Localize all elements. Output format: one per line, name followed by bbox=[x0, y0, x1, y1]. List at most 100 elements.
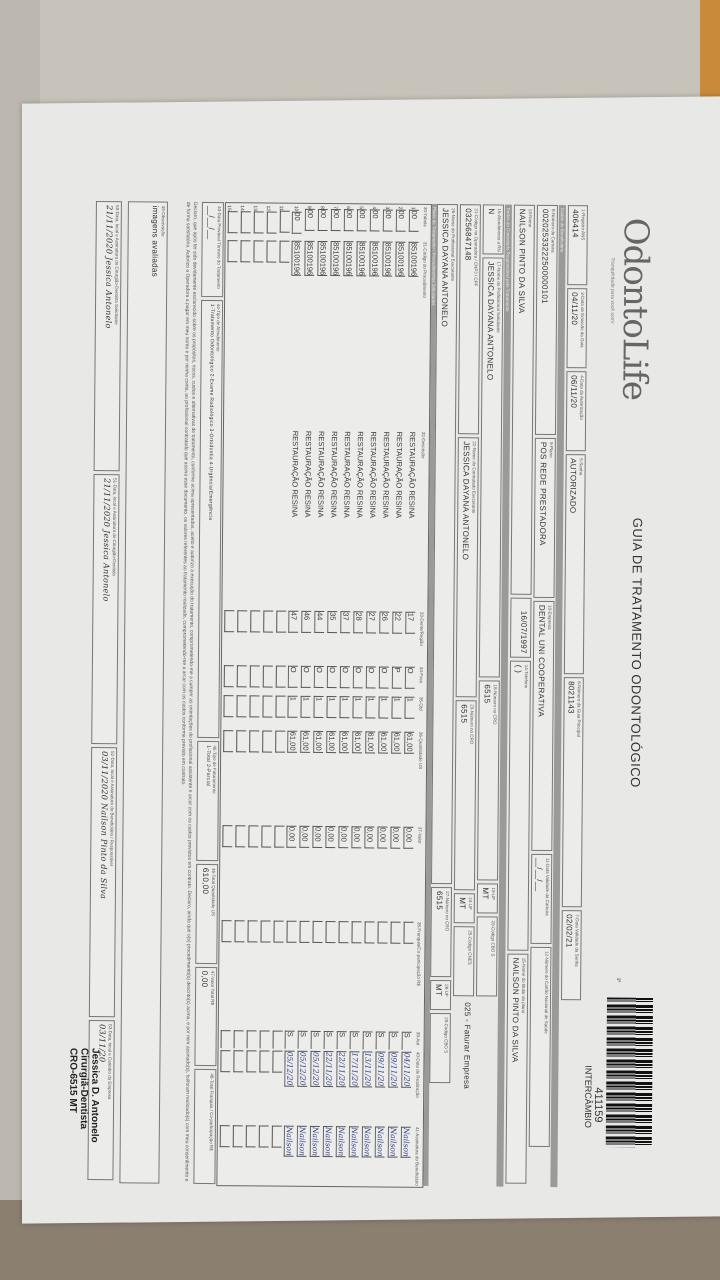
table-cell bbox=[270, 1049, 284, 1124]
cell-face: O bbox=[353, 666, 364, 689]
cell-franquia bbox=[312, 920, 324, 944]
cell-us: 61,00 bbox=[326, 731, 337, 754]
cell-face: O bbox=[327, 666, 338, 689]
cell-assinatura bbox=[220, 1125, 231, 1148]
cell-codigo bbox=[227, 240, 239, 263]
cell-aut: S bbox=[376, 1031, 387, 1050]
table-cell: 11 bbox=[278, 204, 291, 239]
table-cell: 61,00 bbox=[287, 729, 298, 824]
field-nome: 13-Nome NAILSON PINTO DA SILVA bbox=[510, 204, 535, 595]
column-header: 35-Qtd bbox=[419, 696, 425, 711]
cell-tabela: 00 bbox=[396, 209, 407, 232]
table-cell bbox=[401, 920, 415, 1030]
table-cell: O bbox=[405, 665, 416, 695]
cell-descricao: RESTAURAÇÃO RESINA bbox=[342, 431, 352, 518]
odontolife-logo: OdontoLife bbox=[614, 217, 656, 401]
table-cell: O bbox=[301, 664, 312, 694]
field-data-emissao: 3-Data de Emissão da Guia 04/11/20 bbox=[566, 288, 588, 369]
table-cell bbox=[224, 238, 239, 428]
cell-valor: 0,00 bbox=[403, 826, 415, 849]
cell-codigo: 85100196 bbox=[395, 241, 407, 278]
cell-assinatura: Nailson bbox=[375, 1126, 386, 1158]
table-cell: 1 bbox=[287, 694, 299, 729]
table-cell: O bbox=[340, 664, 351, 694]
table-cell: P bbox=[392, 665, 403, 695]
cell-assinatura: Nailson bbox=[362, 1126, 373, 1158]
cell-dente: 44 bbox=[314, 610, 325, 634]
cell-us: 61,00 bbox=[313, 730, 324, 754]
cell-tabela: 00 bbox=[331, 208, 342, 231]
cell-us bbox=[249, 730, 260, 753]
cell-qtd: 1 bbox=[404, 696, 416, 719]
cell-tabela: 00 bbox=[292, 211, 303, 234]
table-cell: 22/11/20 bbox=[323, 1049, 335, 1124]
table-cell: Nailson bbox=[401, 1125, 412, 1187]
cell-assinatura: Nailson bbox=[284, 1125, 295, 1157]
table-cell: 14 bbox=[239, 203, 252, 238]
table-cell: 17/11/20 bbox=[349, 1049, 361, 1124]
cell-dente: 22 bbox=[392, 611, 403, 634]
cell-data: 22/11/20 bbox=[323, 1051, 335, 1087]
table-cell: 22 bbox=[392, 610, 403, 665]
table-cell bbox=[233, 823, 247, 918]
table-cell: 13/11/20 bbox=[362, 1049, 374, 1124]
table-cell bbox=[218, 1048, 232, 1123]
cell-aut: S bbox=[363, 1031, 374, 1050]
cell-descricao: RESTAURAÇÃO RESINA bbox=[355, 431, 365, 518]
table-cell: 09/11/20 bbox=[388, 1050, 400, 1125]
cell-aut bbox=[273, 1030, 284, 1049]
table-cell bbox=[246, 823, 260, 918]
signature-cirurgiao-dentista: 51-Data, local e Assinatura do Cirurgião… bbox=[91, 473, 120, 745]
signature-cirurgiao-solicitante: 50-Data, local e Assinatura do Cirurgião… bbox=[93, 201, 122, 472]
table-cell bbox=[259, 823, 273, 918]
table-cell bbox=[232, 1028, 245, 1049]
table-cell: RESTAURAÇÃO RESINA bbox=[302, 429, 313, 609]
cell-valor: 0,00 bbox=[390, 826, 402, 849]
table-cell: 61,00 bbox=[391, 730, 402, 825]
cell-dente bbox=[276, 610, 287, 633]
cell-assinatura bbox=[246, 1125, 257, 1148]
field-faturamento: 025 - Faturar Empresa bbox=[462, 1002, 472, 1090]
cell-codigo: 85100196 bbox=[343, 241, 355, 277]
table-cell bbox=[247, 728, 260, 823]
cell-face: O bbox=[288, 665, 299, 688]
cell-descricao: RESTAURAÇÃO RESINA bbox=[303, 430, 313, 518]
cell-data bbox=[272, 1050, 284, 1073]
cell-face: O bbox=[379, 666, 390, 689]
table-cell: 1 bbox=[313, 694, 325, 729]
table-cell: 61,00 bbox=[378, 729, 389, 824]
table-cell bbox=[272, 824, 286, 919]
cell-qtd: 1 bbox=[300, 695, 312, 718]
field-contratado: 22-Nome do Contratado Executante JESSICA … bbox=[455, 437, 479, 698]
table-cell: 700 bbox=[331, 204, 342, 239]
field-total-franquia: 48-Total Franquia / Co-participação R$ bbox=[193, 1069, 217, 1185]
cell-descricao: RESTAURAÇÃO RESINA bbox=[329, 431, 339, 518]
table-cell: RESTAURAÇÃO RESINA bbox=[328, 429, 339, 609]
cell-face bbox=[250, 665, 261, 688]
dentist-stamp: Jessica D. Antonelo Cirurgiã-Dentista CR… bbox=[67, 1048, 101, 1143]
cell-valor bbox=[222, 825, 234, 848]
cell-franquia bbox=[364, 921, 376, 944]
field-validade-carteira: 11-Data Validade da Carteira __/__/__ bbox=[530, 853, 553, 945]
table-cell: 28 bbox=[353, 609, 364, 664]
cell-aut: S bbox=[402, 1031, 413, 1050]
cell-dente bbox=[250, 610, 261, 633]
table-cell: 05/12/20 bbox=[284, 1049, 296, 1124]
cell-us: 61,00 bbox=[365, 731, 376, 754]
table-cell: 85100196 bbox=[303, 239, 316, 429]
table-cell bbox=[261, 608, 274, 663]
table-cell: 85100196 bbox=[329, 239, 342, 429]
table-cell bbox=[297, 919, 311, 1029]
field-uf-contratado: 24-UF MT bbox=[453, 893, 475, 924]
cell-qtd: 1 bbox=[391, 696, 403, 719]
table-cell: RESTAURAÇÃO RESINA bbox=[367, 429, 378, 609]
form-title: GUIA DE TRATAMENTO ODONTOLÓGICO bbox=[627, 517, 646, 788]
cell-aut bbox=[221, 1030, 232, 1049]
table-cell: 85100196 bbox=[407, 240, 420, 430]
table-cell: 200 bbox=[396, 205, 407, 240]
cell-us: 61,00 bbox=[339, 731, 350, 754]
table-cell bbox=[250, 238, 265, 428]
table-cell: 44 bbox=[314, 609, 325, 664]
table-cell: 1 bbox=[365, 694, 377, 729]
table-cell: S bbox=[402, 1030, 413, 1050]
